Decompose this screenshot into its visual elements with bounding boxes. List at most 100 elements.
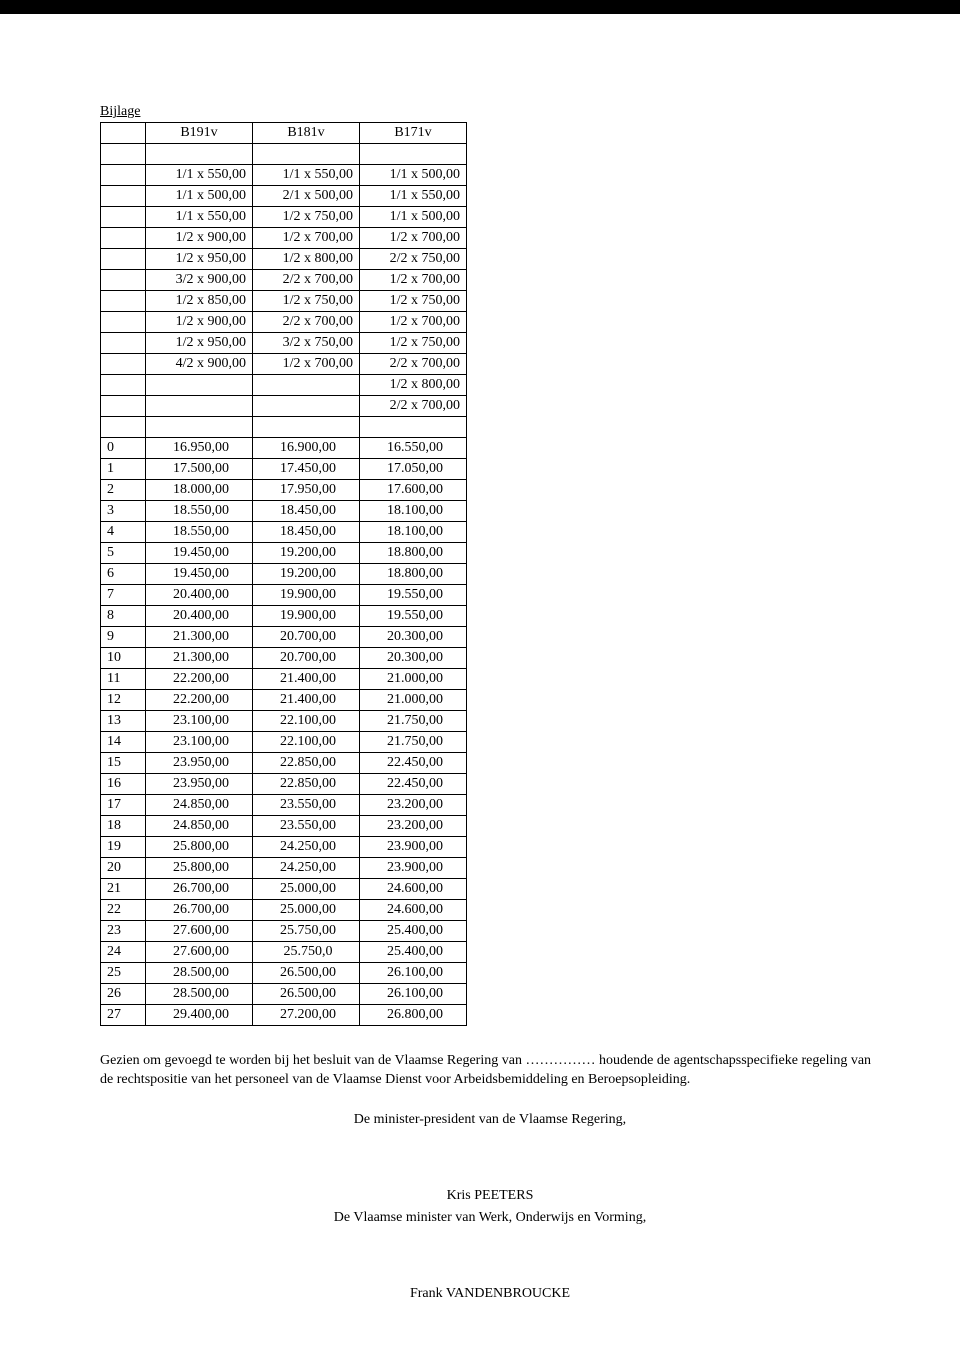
table-cell [360, 144, 467, 165]
table-cell: 21.750,00 [360, 732, 467, 753]
table-cell: 1/2 x 800,00 [253, 249, 360, 270]
table-row: 1423.100,0022.100,0021.750,00 [101, 732, 467, 753]
table-cell: 25.750,00 [253, 921, 360, 942]
table-row: 1/1 x 550,001/1 x 550,001/1 x 500,00 [101, 165, 467, 186]
table-cell: 24.600,00 [360, 900, 467, 921]
table-cell [101, 144, 146, 165]
table-cell: 19.200,00 [253, 543, 360, 564]
table-cell: 22.200,00 [146, 690, 253, 711]
table-cell: 20.300,00 [360, 627, 467, 648]
table-cell: 18.100,00 [360, 501, 467, 522]
table-cell [253, 375, 360, 396]
table-cell: 0 [101, 438, 146, 459]
table-cell [101, 291, 146, 312]
table-cell: 1/2 x 750,00 [253, 291, 360, 312]
table-cell: 1/2 x 700,00 [253, 228, 360, 249]
table-cell: 21.000,00 [360, 690, 467, 711]
table-row: 1/1 x 550,001/2 x 750,001/1 x 500,00 [101, 207, 467, 228]
table-cell: 24.600,00 [360, 879, 467, 900]
table-row: 1/2 x 950,003/2 x 750,001/2 x 750,00 [101, 333, 467, 354]
table-cell: 11 [101, 669, 146, 690]
table-cell: 26.800,00 [360, 1005, 467, 1026]
table-cell [253, 417, 360, 438]
table-cell: 1/2 x 750,00 [360, 333, 467, 354]
table-cell: 1/2 x 700,00 [253, 354, 360, 375]
table-cell: 2/2 x 700,00 [360, 396, 467, 417]
table-cell: 23.200,00 [360, 816, 467, 837]
table-row: 1/2 x 800,00 [101, 375, 467, 396]
table-cell: 21.400,00 [253, 669, 360, 690]
table-cell: 16.550,00 [360, 438, 467, 459]
table-cell: 25.400,00 [360, 921, 467, 942]
table-cell: 8 [101, 606, 146, 627]
table-cell: 16 [101, 774, 146, 795]
table-cell: 23.200,00 [360, 795, 467, 816]
table-cell: 22.850,00 [253, 774, 360, 795]
table-cell [101, 375, 146, 396]
table-cell: 24.250,00 [253, 837, 360, 858]
table-cell: 17 [101, 795, 146, 816]
table-cell: 3 [101, 501, 146, 522]
top-black-bar [0, 0, 960, 14]
table-cell: 23.950,00 [146, 753, 253, 774]
table-cell [253, 396, 360, 417]
table-cell: 18.550,00 [146, 522, 253, 543]
table-row: 2226.700,0025.000,0024.600,00 [101, 900, 467, 921]
table-cell: 26.700,00 [146, 879, 253, 900]
table-cell: 25.400,00 [360, 942, 467, 963]
table-cell: 4 [101, 522, 146, 543]
table-cell [146, 396, 253, 417]
table-cell: 19.900,00 [253, 606, 360, 627]
table-cell: 16.950,00 [146, 438, 253, 459]
table-cell [101, 165, 146, 186]
table-cell: 17.450,00 [253, 459, 360, 480]
table-cell: 17.950,00 [253, 480, 360, 501]
table-cell: 21 [101, 879, 146, 900]
section-title: Bijlage [100, 104, 880, 120]
table-cell [101, 207, 146, 228]
table-cell: 2 [101, 480, 146, 501]
table-cell: 26.700,00 [146, 900, 253, 921]
table-cell: 18.800,00 [360, 543, 467, 564]
table-row: 2126.700,0025.000,0024.600,00 [101, 879, 467, 900]
table-row: 2729.400,0027.200,0026.800,00 [101, 1005, 467, 1026]
table-row: 1/2 x 900,001/2 x 700,001/2 x 700,00 [101, 228, 467, 249]
table-row: 1/1 x 500,002/1 x 500,001/1 x 550,00 [101, 186, 467, 207]
table-cell: 10 [101, 648, 146, 669]
table-cell: 4/2 x 900,00 [146, 354, 253, 375]
table-cell: 1/2 x 750,00 [253, 207, 360, 228]
table-cell: 25.750,0 [253, 942, 360, 963]
table-cell: 22.200,00 [146, 669, 253, 690]
table-row: 1623.950,0022.850,0022.450,00 [101, 774, 467, 795]
table-cell: 1/2 x 950,00 [146, 333, 253, 354]
table-cell: 2/2 x 750,00 [360, 249, 467, 270]
table-row: 4/2 x 900,001/2 x 700,002/2 x 700,00 [101, 354, 467, 375]
table-cell: 22.100,00 [253, 711, 360, 732]
table-cell: 1/2 x 700,00 [360, 228, 467, 249]
table-cell: 18.800,00 [360, 564, 467, 585]
signature-title: De Vlaamse minister van Werk, Onderwijs … [100, 1210, 880, 1226]
table-cell: 27.600,00 [146, 942, 253, 963]
table-cell: 18.450,00 [253, 501, 360, 522]
table-cell: 1/1 x 550,00 [253, 165, 360, 186]
table-cell: 19.450,00 [146, 543, 253, 564]
table-row: 418.550,0018.450,0018.100,00 [101, 522, 467, 543]
table-cell: 18.100,00 [360, 522, 467, 543]
table-cell: 1 [101, 459, 146, 480]
table-row: 1/2 x 850,001/2 x 750,001/2 x 750,00 [101, 291, 467, 312]
table-row [101, 417, 467, 438]
table-cell: 2/1 x 500,00 [253, 186, 360, 207]
table-cell: 19 [101, 837, 146, 858]
table-cell [101, 312, 146, 333]
table-cell: 1/1 x 550,00 [146, 165, 253, 186]
table-cell: 25.000,00 [253, 900, 360, 921]
table-cell: 23.100,00 [146, 711, 253, 732]
signature-title: De minister-president van de Vlaamse Reg… [100, 1112, 880, 1128]
table-cell: 17.500,00 [146, 459, 253, 480]
table-cell: 1/2 x 900,00 [146, 228, 253, 249]
table-cell: 23.950,00 [146, 774, 253, 795]
table-row: 2025.800,0024.250,0023.900,00 [101, 858, 467, 879]
table-cell: 25 [101, 963, 146, 984]
table-cell: 26.500,00 [253, 984, 360, 1005]
table-cell: 27.600,00 [146, 921, 253, 942]
